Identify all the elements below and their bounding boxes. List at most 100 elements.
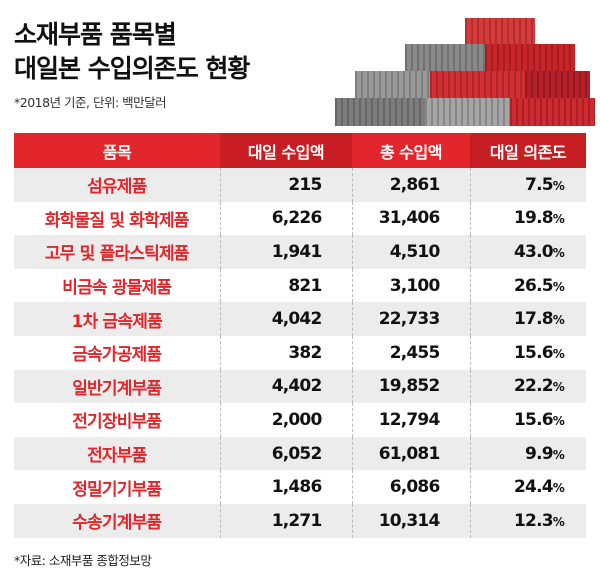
table-row: 일반기계부품 4,402 19,852 22.2% [14, 369, 586, 404]
table-row: 정밀기기부품 1,486 6,086 24.4% [14, 470, 586, 504]
percent-sign: % [552, 447, 565, 462]
japan-import-cell: 4,042 [219, 302, 352, 336]
cell-value: 24.4 [514, 477, 554, 498]
cell-value: 전기장비부품 [72, 412, 162, 433]
cell-value: 9.9 [525, 443, 554, 464]
source-note: *자료: 소재부품 종합정보망 [14, 553, 152, 568]
cell-value: 비금속 광물제품 [62, 278, 172, 299]
percent-sign: % [552, 245, 565, 260]
cell-value: 17.8 [514, 309, 554, 330]
dependency-cell: 24.4% [469, 470, 586, 504]
column-header: 대일 수입액 [220, 133, 352, 168]
item-name-cell: 고무 및 플라스틱제품 [14, 235, 220, 269]
table-row: 수송기계부품 1,271 10,314 12.3% [14, 503, 586, 538]
japan-import-cell: 215 [219, 168, 352, 202]
column-header: 총 수입액 [352, 133, 470, 168]
dependency-cell: 43.0% [469, 235, 586, 269]
column-header: 대일 의존도 [470, 133, 586, 168]
item-name-cell: 전기장비부품 [14, 403, 220, 437]
cell-value: 화학물질 및 화학제품 [44, 210, 190, 231]
cell-value: 1,271 [271, 510, 323, 531]
japan-import-cell: 6,052 [219, 436, 352, 471]
item-name-cell: 정밀기기부품 [14, 470, 220, 504]
table-row: 전기장비부품 2,000 12,794 15.6% [14, 403, 586, 437]
percent-sign: % [552, 346, 565, 361]
cell-value: 6,052 [271, 443, 323, 464]
cell-value: 61,081 [378, 443, 441, 464]
title-line-2: 대일본 수입의존도 현황 [14, 54, 250, 83]
cell-value: 1차 금속제품 [71, 311, 163, 332]
cell-value: 섬유제품 [87, 177, 147, 198]
item-name-cell: 섬유제품 [14, 168, 220, 202]
cell-value: 12,794 [378, 409, 441, 430]
cell-value: 22,733 [378, 309, 441, 330]
dependency-cell: 7.5% [469, 168, 586, 202]
dependency-cell: 12.3% [469, 503, 586, 538]
cell-value: 2,861 [389, 174, 441, 195]
cell-value: 금속가공제품 [72, 345, 162, 366]
dependency-cell: 19.8% [469, 201, 586, 236]
japan-import-cell: 2,000 [219, 403, 352, 437]
total-import-cell: 31,406 [351, 201, 470, 236]
cell-value: 2,455 [389, 342, 441, 363]
dependency-cell: 9.9% [469, 436, 586, 471]
japan-import-cell: 1,486 [219, 470, 352, 504]
total-import-cell: 61,081 [351, 436, 470, 471]
japan-import-cell: 4,402 [219, 369, 352, 404]
percent-sign: % [552, 178, 565, 193]
item-name-cell: 일반기계부품 [14, 369, 220, 404]
item-name-cell: 전자부품 [14, 436, 220, 471]
japan-import-cell: 1,941 [219, 235, 352, 269]
cell-value: 22.2 [514, 376, 554, 397]
cell-value: 6,226 [271, 208, 323, 229]
percent-sign: % [552, 380, 565, 395]
cell-value: 6,086 [389, 477, 441, 498]
table-row: 섬유제품 215 2,861 7.5% [14, 168, 586, 202]
total-import-cell: 3,100 [351, 268, 470, 303]
percent-sign: % [552, 481, 565, 496]
dependency-cell: 17.8% [469, 302, 586, 336]
japan-import-cell: 6,226 [219, 201, 352, 236]
table-row: 고무 및 플라스틱제품 1,941 4,510 43.0% [14, 235, 586, 269]
subtitle: *2018년 기준, 단위: 백만달러 [14, 95, 167, 110]
total-import-cell: 2,861 [351, 168, 470, 202]
cell-value: 12.3 [514, 510, 554, 531]
cell-value: 821 [288, 275, 322, 296]
dependency-cell: 26.5% [469, 268, 586, 303]
cell-value: 1,941 [271, 241, 323, 262]
japan-import-cell: 1,271 [219, 503, 352, 538]
cell-value: 2,000 [271, 409, 323, 430]
total-import-cell: 12,794 [351, 403, 470, 437]
table-row: 화학물질 및 화학제품 6,226 31,406 19.8% [14, 201, 586, 236]
dependency-cell: 22.2% [469, 369, 586, 404]
cell-value: 43.0 [514, 241, 554, 262]
shipping-containers-illustration [335, 18, 595, 126]
column-header: 품목 [14, 133, 220, 168]
cell-value: 10,314 [378, 510, 441, 531]
cell-value: 고무 및 플라스틱제품 [44, 244, 190, 265]
cell-value: 15.6 [514, 409, 554, 430]
dependency-table: 품목 대일 수입액 총 수입액 대일 의존도 섬유제품 215 2,861 7.5% 화학물질… [14, 133, 586, 538]
total-import-cell: 22,733 [351, 302, 470, 336]
item-name-cell: 1차 금속제품 [14, 302, 220, 336]
percent-sign: % [552, 212, 565, 227]
percent-sign: % [552, 413, 565, 428]
percent-sign: % [552, 279, 565, 294]
cell-value: 31,406 [378, 208, 441, 229]
cell-value: 전자부품 [87, 446, 147, 467]
cell-value: 1,486 [271, 477, 323, 498]
cell-value: 19.8 [514, 208, 554, 229]
cell-value: 정밀기기부품 [72, 479, 162, 500]
dependency-cell: 15.6% [469, 403, 586, 437]
cell-value: 일반기계부품 [72, 378, 162, 399]
table-row: 금속가공제품 382 2,455 15.6% [14, 335, 586, 370]
item-name-cell: 비금속 광물제품 [14, 269, 220, 303]
item-name-cell: 금속가공제품 [14, 336, 220, 370]
japan-import-cell: 821 [219, 268, 352, 303]
cell-value: 15.6 [514, 342, 554, 363]
total-import-cell: 4,510 [351, 235, 470, 269]
table-header: 품목 대일 수입액 총 수입액 대일 의존도 [14, 133, 586, 168]
total-import-cell: 10,314 [351, 503, 470, 538]
cell-value: 26.5 [514, 275, 554, 296]
table-row: 비금속 광물제품 821 3,100 26.5% [14, 268, 586, 303]
